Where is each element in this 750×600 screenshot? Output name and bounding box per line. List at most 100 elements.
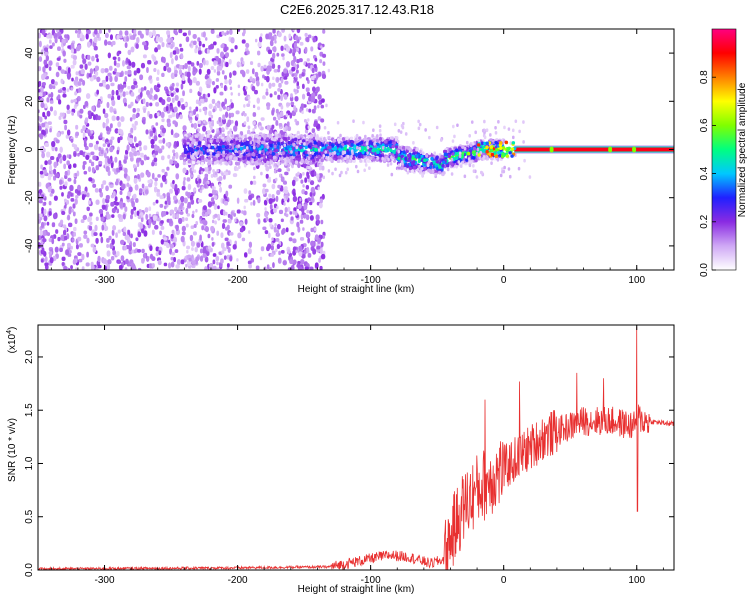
spectrogram-cell xyxy=(175,154,179,159)
spectrogram-cell xyxy=(237,84,241,89)
spectrogram-cell xyxy=(89,76,94,82)
spectrogram-cell xyxy=(270,160,273,165)
spectrogram-cell xyxy=(88,73,92,78)
spectrogram-cell xyxy=(91,166,95,174)
spectrogram-cell xyxy=(299,237,305,241)
spectrogram-cell xyxy=(156,191,161,197)
spectrogram-cell xyxy=(133,193,137,200)
spectrogram-cell xyxy=(286,153,290,158)
spectrogram-cell xyxy=(110,95,115,102)
spectrogram-cell xyxy=(153,67,157,73)
spectrogram-cell xyxy=(362,120,365,125)
spectrogram-cell xyxy=(70,87,74,91)
spectrogram-cell xyxy=(194,48,198,54)
spectrogram-cell xyxy=(195,45,198,49)
spectrogram-cell xyxy=(116,251,120,257)
spectrogram-cell xyxy=(206,148,210,153)
spectrogram-cell xyxy=(250,133,254,137)
spectrogram-cell xyxy=(109,106,114,113)
spectrogram-cell xyxy=(253,166,256,171)
spectrogram-cell xyxy=(169,243,174,249)
spectrogram-cell xyxy=(226,122,231,128)
spectrogram-cell xyxy=(174,206,178,212)
spectrogram-cell xyxy=(93,144,99,151)
spectrogram-cell xyxy=(206,68,211,75)
spectrogram-cell xyxy=(122,91,126,97)
spectrogram-cell xyxy=(118,201,124,206)
spectrogram-cell xyxy=(135,143,139,148)
spectrogram-cell xyxy=(277,94,281,100)
spectrogram-cell xyxy=(39,97,45,103)
spectrogram-cell xyxy=(207,180,210,185)
spectrogram-cell xyxy=(430,156,434,161)
spectrogram-cell xyxy=(224,137,228,141)
spectrogram-cell xyxy=(218,117,222,123)
spectrogram-cell xyxy=(184,63,188,70)
spectrogram-cell xyxy=(174,69,178,74)
spectrogram-cell xyxy=(189,112,192,117)
spectrogram-cell xyxy=(129,35,134,40)
spectrogram-cell xyxy=(179,114,183,120)
spectrogram-cell xyxy=(99,134,103,139)
spectrogram-cell xyxy=(258,150,262,154)
spectrogram-cell xyxy=(256,80,260,87)
spectrogram-cell xyxy=(46,151,51,158)
spectrogram-cell xyxy=(79,78,83,83)
spectrogram-cell xyxy=(128,245,133,252)
spectrogram-cell xyxy=(271,194,275,199)
spectrogram-cell xyxy=(272,46,277,53)
spectrogram-cell xyxy=(192,210,195,215)
spectrogram-cell xyxy=(318,173,323,178)
spectrogram-cell xyxy=(116,115,120,121)
spectrogram-cell xyxy=(223,200,229,206)
spectrogram-cell xyxy=(317,94,322,100)
spectrogram-cell xyxy=(280,218,284,223)
spectrogram-cell xyxy=(489,133,492,137)
spectrogram-cell xyxy=(145,213,149,220)
spectrogram-cell xyxy=(115,178,119,185)
spectrogram-cell xyxy=(182,125,187,131)
spectrogram-cell xyxy=(191,247,194,251)
spectrogram-cell xyxy=(322,154,326,158)
spectrogram-cell xyxy=(350,136,354,141)
spectrogram-cell xyxy=(313,132,317,138)
spectrogram-cell xyxy=(309,134,314,139)
spectrogram-cell xyxy=(38,66,42,72)
spectrogram-cell xyxy=(482,155,486,159)
spectrogram-cell xyxy=(267,232,271,239)
spectrogram-cell xyxy=(253,149,257,154)
spectrogram-cell xyxy=(94,65,100,72)
spectrogram-cell xyxy=(221,133,226,138)
spectrogram-cell xyxy=(174,31,179,36)
spectrogram-cell xyxy=(124,156,128,160)
spectrogram-cell xyxy=(187,159,191,164)
spectrogram-cell xyxy=(216,104,221,109)
spectrogram-cell xyxy=(287,206,291,212)
spectrogram-cell xyxy=(246,50,250,55)
spectrogram-cell xyxy=(275,108,279,114)
spectrogram-cell xyxy=(341,137,346,141)
spectrogram-cell xyxy=(132,108,136,113)
spectrogram-cell xyxy=(528,175,532,179)
spectrogram-cell xyxy=(290,101,295,106)
spectrogram-cell xyxy=(321,98,325,103)
spectrogram-cell xyxy=(240,69,245,75)
spectrogram-cell xyxy=(321,234,326,239)
spectrogram-cell xyxy=(61,38,66,44)
spectrogram-cell xyxy=(120,85,125,90)
spectrogram-cell xyxy=(98,146,102,152)
spectrogram-cell xyxy=(217,205,220,210)
spectrogram-cell xyxy=(124,267,128,270)
spectrogram-cell xyxy=(95,237,99,244)
spectrogram-cell xyxy=(284,189,289,194)
spectrogram-cell xyxy=(109,184,114,188)
spectrogram-cell xyxy=(234,149,238,154)
spectrogram-cell xyxy=(336,143,340,148)
spectrogram-cell xyxy=(319,202,323,209)
spectrogram-cell xyxy=(124,42,128,49)
spectrogram-cell xyxy=(125,149,129,155)
spectrogram-cell xyxy=(522,120,525,124)
spectrogram-cell xyxy=(243,104,246,108)
spectrogram-cell xyxy=(399,130,403,134)
spectrogram-cell xyxy=(75,195,79,199)
